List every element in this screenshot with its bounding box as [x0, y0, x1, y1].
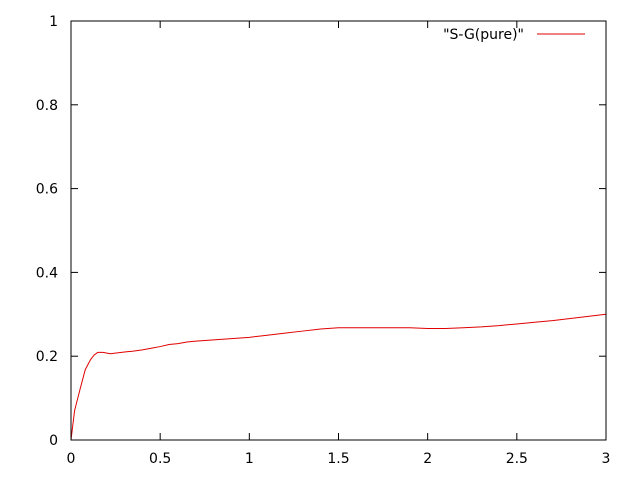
- y-tick-label: 0.8: [36, 98, 58, 114]
- y-tick-label: 0.2: [36, 349, 58, 365]
- x-tick-label: 1.5: [327, 451, 349, 467]
- legend: "S-G(pure)": [443, 27, 585, 43]
- x-tick-label: 0.5: [149, 451, 171, 467]
- x-tick-label: 0: [67, 451, 76, 467]
- y-tick-label: 0.4: [36, 265, 58, 281]
- y-tick-label: 0.6: [36, 182, 58, 198]
- legend-label: "S-G(pure)": [443, 27, 524, 43]
- x-tick-label: 2: [423, 451, 432, 467]
- x-tick-label: 1: [245, 451, 254, 467]
- plot-frame: [70, 20, 607, 441]
- ticks-layer: 0 0.5 1 1.5 2 2.5 3 0 0.2 0.4 0.6 0.8 1: [36, 14, 611, 467]
- y-tick-label: 1: [49, 14, 58, 30]
- x-tick-label: 3: [602, 451, 611, 467]
- series-layer: [70, 313, 607, 441]
- series-line: [70, 313, 607, 441]
- x-tick-label: 2.5: [506, 451, 528, 467]
- y-tick-label: 0: [49, 433, 58, 449]
